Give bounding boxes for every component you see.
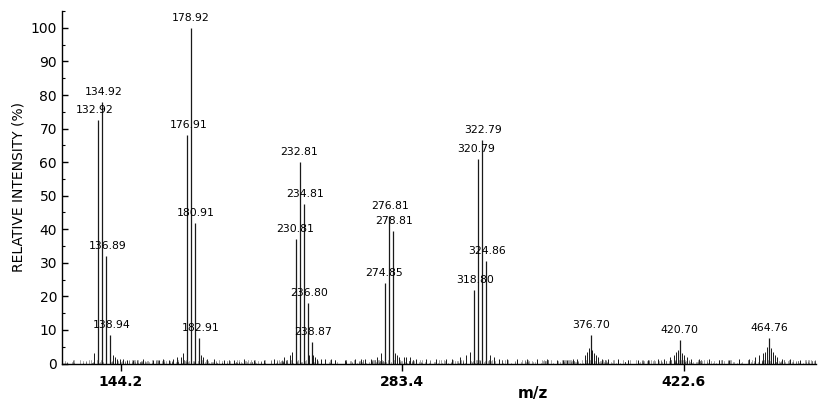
Text: 318.80: 318.80 — [456, 275, 494, 285]
Text: 136.89: 136.89 — [88, 241, 126, 251]
Text: 322.79: 322.79 — [464, 125, 502, 135]
Text: 138.94: 138.94 — [93, 320, 130, 330]
Text: 178.92: 178.92 — [172, 13, 210, 23]
Text: 278.81: 278.81 — [375, 216, 413, 226]
Text: 236.80: 236.80 — [290, 288, 328, 298]
Text: 274.85: 274.85 — [366, 268, 403, 278]
Text: 320.79: 320.79 — [457, 144, 495, 154]
Text: 182.91: 182.91 — [181, 323, 219, 334]
Text: 176.91: 176.91 — [170, 120, 208, 130]
Text: 324.86: 324.86 — [468, 246, 506, 256]
Text: 132.92: 132.92 — [76, 105, 114, 115]
Text: 234.81: 234.81 — [286, 189, 324, 199]
Text: 134.92: 134.92 — [84, 87, 122, 97]
Text: m/z: m/z — [518, 386, 548, 401]
Text: 420.70: 420.70 — [661, 325, 699, 335]
Text: 230.81: 230.81 — [276, 224, 314, 234]
Text: 376.70: 376.70 — [572, 320, 609, 330]
Text: 238.87: 238.87 — [294, 327, 332, 337]
Text: 180.91: 180.91 — [177, 207, 215, 217]
Text: 464.76: 464.76 — [750, 323, 788, 334]
Text: 232.81: 232.81 — [280, 147, 318, 157]
Y-axis label: RELATIVE INTENSITY (%): RELATIVE INTENSITY (%) — [11, 102, 25, 272]
Text: 276.81: 276.81 — [371, 201, 409, 211]
